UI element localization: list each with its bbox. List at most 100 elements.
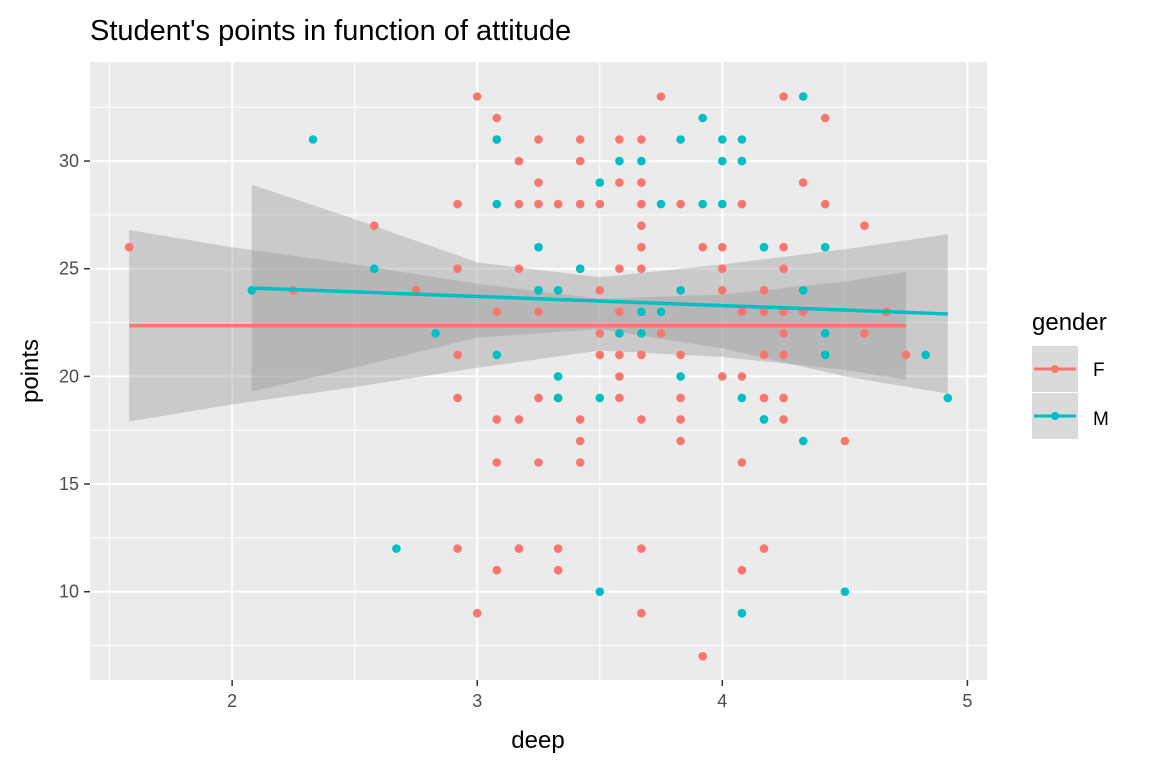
data-point-m [615, 329, 624, 338]
data-point-f [514, 264, 524, 274]
legend-point-f [1051, 365, 1059, 373]
data-point-m [840, 587, 850, 596]
y-axis-title: points [17, 339, 44, 403]
data-point-m [615, 156, 624, 166]
data-point-f [453, 199, 462, 209]
data-point-f [595, 350, 605, 360]
data-point-f [759, 350, 769, 360]
data-point-m [370, 264, 379, 274]
data-point-f [718, 372, 727, 381]
x-axis-title: deep [511, 727, 564, 754]
legend-label-f: F [1093, 360, 1105, 381]
data-point-m [308, 135, 318, 144]
data-point-f [492, 458, 502, 467]
data-point-m [492, 199, 502, 209]
chart-title: Student's points in function of attitude [90, 15, 571, 47]
y-tick-label: 10 [59, 582, 79, 602]
data-point-f [534, 178, 543, 187]
data-point-f [698, 242, 707, 252]
data-point-m [637, 329, 646, 338]
data-point-f [759, 307, 769, 317]
data-point-f [656, 92, 666, 101]
data-point-f [575, 135, 585, 144]
legend-label-m: M [1093, 409, 1109, 430]
data-point-m [798, 92, 808, 101]
legend-item-m: M [1032, 393, 1109, 439]
data-point-m [637, 307, 646, 317]
data-point-m [759, 242, 769, 252]
y-axis-ticks: 10 15 20 25 30 [59, 151, 90, 602]
data-point-f [595, 199, 605, 209]
data-point-f [553, 544, 563, 553]
data-point-f [492, 307, 502, 317]
data-point-m [820, 350, 830, 360]
data-point-m [553, 372, 563, 381]
data-point-f [615, 135, 624, 144]
data-point-f [575, 458, 585, 467]
data-point-f [759, 393, 769, 403]
data-point-m [798, 436, 808, 446]
data-point-f [637, 242, 646, 252]
data-point-f [595, 329, 605, 338]
x-tick-label: 2 [227, 691, 237, 711]
y-tick-label: 20 [59, 366, 79, 386]
data-point-f [514, 415, 524, 424]
x-tick-label: 5 [962, 691, 972, 711]
data-point-f [615, 307, 624, 317]
data-point-f [514, 544, 524, 553]
data-point-m [737, 608, 747, 618]
data-point-f [737, 307, 747, 317]
data-point-f [453, 393, 462, 403]
data-point-m [595, 587, 605, 596]
data-point-f [779, 329, 788, 338]
data-point-m [698, 199, 707, 209]
data-point-f [779, 92, 788, 101]
data-point-f [676, 393, 685, 403]
y-tick-label: 30 [59, 151, 79, 171]
data-point-f [759, 544, 769, 553]
grid-minor [90, 62, 987, 680]
data-point-f [534, 135, 543, 144]
data-point-f [575, 199, 585, 209]
data-point-m [492, 135, 502, 144]
legend: gender F M [1032, 309, 1109, 439]
data-point-f [575, 415, 585, 424]
data-point-m [656, 199, 666, 209]
data-point-f [779, 350, 788, 360]
fit-lines [129, 286, 948, 328]
data-point-f [676, 199, 685, 209]
data-point-f [514, 156, 524, 166]
y-tick-label: 25 [59, 259, 79, 279]
data-point-f [637, 350, 646, 360]
data-point-f [737, 458, 747, 467]
data-point-f [615, 372, 624, 381]
data-point-f [820, 199, 830, 209]
data-point-m [943, 393, 953, 403]
data-point-m [676, 135, 685, 144]
data-point-f [737, 565, 747, 575]
data-point-m [553, 393, 563, 403]
x-tick-label: 4 [717, 691, 727, 711]
data-point-f [779, 415, 788, 424]
data-point-f [637, 178, 646, 187]
data-point-f [472, 608, 482, 618]
data-point-f [737, 199, 747, 209]
data-point-m [737, 135, 747, 144]
data-point-f [637, 544, 646, 553]
x-tick-label: 3 [472, 691, 482, 711]
data-point-f [637, 221, 646, 230]
data-point-f [492, 565, 502, 575]
data-point-f [534, 393, 543, 403]
data-point-f [124, 242, 134, 252]
data-point-m [492, 350, 502, 360]
data-point-f [575, 436, 585, 446]
data-point-f [637, 608, 646, 618]
data-point-f [676, 350, 685, 360]
data-point-f [759, 286, 769, 295]
data-point-f [718, 286, 727, 295]
data-point-m [637, 156, 646, 166]
data-point-m [718, 135, 727, 144]
data-point-m [921, 350, 930, 360]
data-point-m [534, 242, 543, 252]
data-point-f [656, 329, 666, 338]
